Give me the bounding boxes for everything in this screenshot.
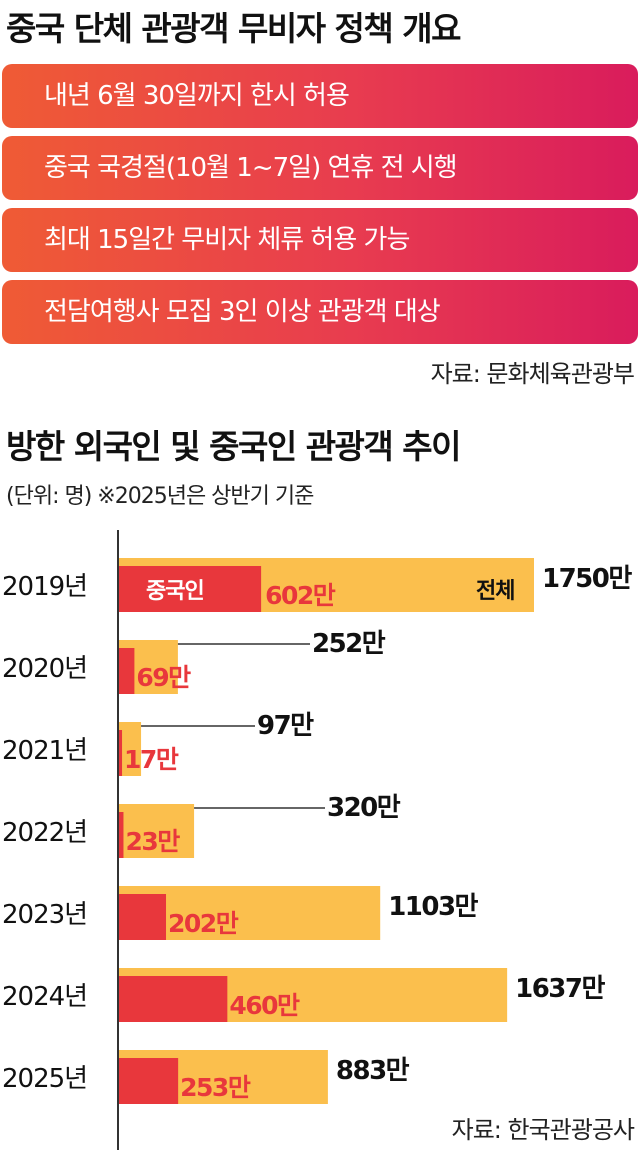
- china-value-label: 602만: [265, 581, 336, 610]
- chart-unit-note: (단위: 명) ※2025년은 상반기 기준: [6, 484, 314, 509]
- china-bar: [118, 1058, 179, 1104]
- china-value-label: 69만: [136, 663, 191, 692]
- total-value-label: 320만: [327, 793, 401, 823]
- china-value-label: 253만: [180, 1073, 251, 1102]
- policy-source: 자료: 문화체육관광부: [430, 360, 635, 388]
- chart-source: 자료: 한국관광공사: [451, 1116, 635, 1144]
- legend-china-label: 중국인: [146, 579, 204, 604]
- policy-item: 내년 6월 30일까지 한시 허용: [2, 64, 638, 128]
- total-value-label: 1637만: [515, 974, 605, 1004]
- china-value-label: 202만: [168, 909, 239, 938]
- china-bar: [118, 812, 124, 858]
- china-bar: [118, 894, 167, 940]
- total-value-label: 1750만: [542, 564, 632, 594]
- china-bar: [118, 566, 262, 612]
- total-value-label: 252만: [312, 629, 386, 659]
- china-value-label: 23만: [125, 827, 180, 856]
- total-bar: [118, 722, 142, 776]
- year-label: 2025년: [2, 1064, 87, 1094]
- total-value-label: 97만: [257, 711, 314, 741]
- total-value-label: 1103만: [388, 892, 478, 922]
- china-value-label: 460만: [229, 991, 300, 1020]
- policy-item: 중국 국경절(10월 1~7일) 연휴 전 시행: [2, 136, 638, 200]
- china-bar: [118, 730, 123, 776]
- total-value-label: 883만: [336, 1056, 410, 1086]
- china-bar: [118, 648, 135, 694]
- policy-title: 중국 단체 관광객 무비자 정책 개요: [6, 9, 461, 48]
- policy-item: 최대 15일간 무비자 체류 허용 가능: [2, 208, 638, 272]
- chart-title: 방한 외국인 및 중국인 관광객 추이: [6, 427, 461, 466]
- china-bar: [118, 976, 228, 1022]
- policy-item: 전담여행사 모집 3인 이상 관광객 대상: [2, 280, 638, 344]
- year-label: 2020년: [2, 654, 87, 684]
- year-label: 2022년: [2, 818, 87, 848]
- year-label: 2023년: [2, 900, 87, 930]
- bar-chart: 2019년 602만 1750만 2020년 69만 252만 2021년 17만 97만 202…: [2, 530, 634, 1150]
- year-label: 2021년: [2, 736, 87, 766]
- total-bar: [118, 804, 195, 858]
- year-label: 2024년: [2, 982, 87, 1012]
- legend-total-label: 전체: [476, 579, 514, 604]
- policy-list: 내년 6월 30일까지 한시 허용 중국 국경절(10월 1~7일) 연휴 전 …: [2, 64, 638, 352]
- china-value-label: 17만: [124, 745, 179, 774]
- year-label: 2019년: [2, 572, 87, 602]
